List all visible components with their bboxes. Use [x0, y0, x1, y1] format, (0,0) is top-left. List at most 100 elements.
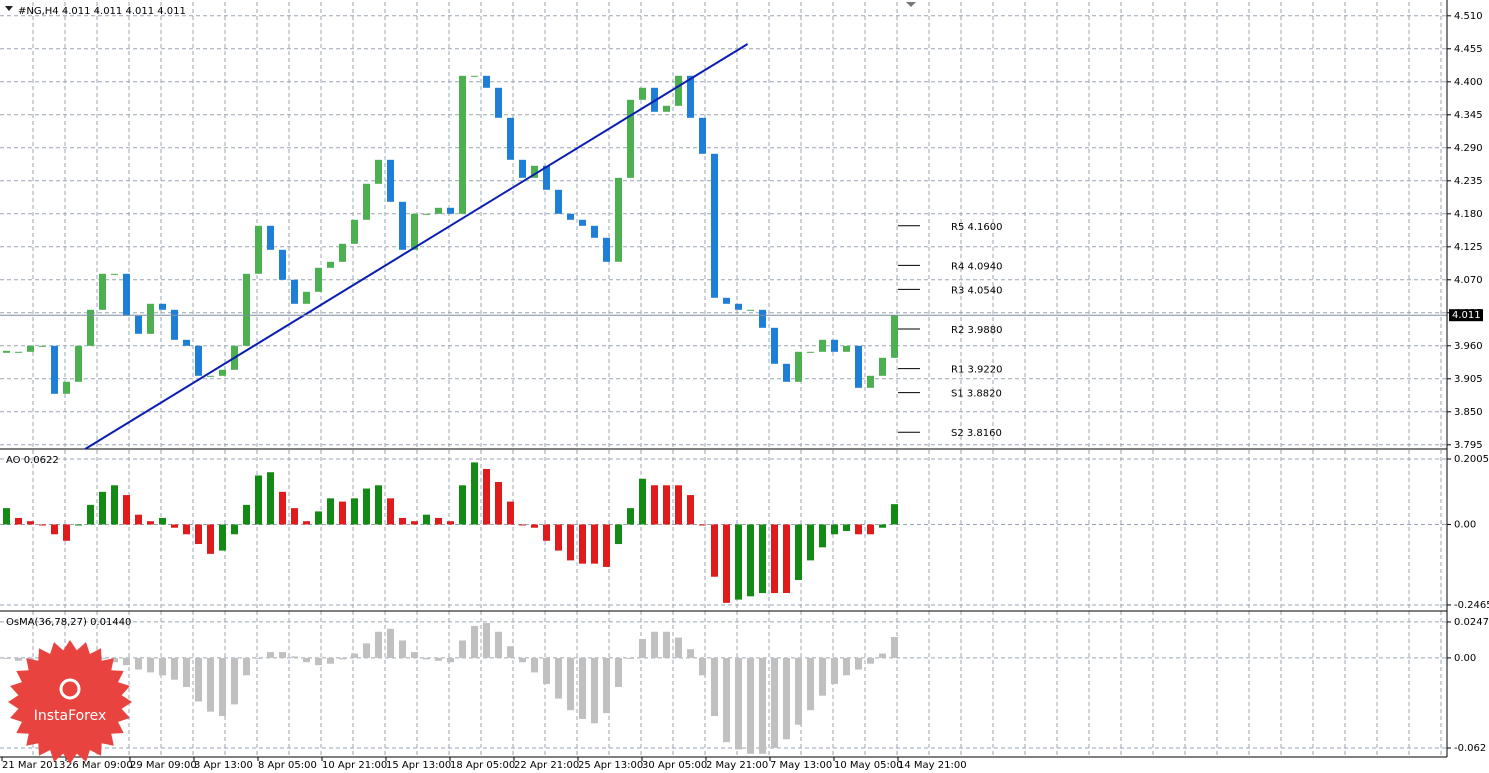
- histogram-bar: [231, 524, 238, 535]
- panel-title: #NG,H4 4.011 4.011 4.011 4.011: [18, 6, 186, 17]
- candle: [207, 375, 214, 377]
- histogram-bar: [375, 485, 382, 525]
- histogram-bar: [351, 498, 358, 525]
- pivot-label: S2 3.8160: [951, 428, 1002, 439]
- candle: [831, 339, 838, 352]
- histogram-bar: [147, 521, 154, 525]
- y-tick-label: 4.070: [1454, 275, 1483, 286]
- histogram-bar: [579, 657, 586, 719]
- histogram-bar: [855, 524, 862, 535]
- histogram-bar: [207, 657, 214, 712]
- y-tick-label: 4.125: [1454, 242, 1483, 253]
- histogram-bar: [3, 508, 10, 525]
- histogram-bar: [531, 524, 538, 528]
- histogram-bar: [591, 524, 598, 564]
- histogram-bar: [603, 657, 610, 714]
- histogram-bar: [531, 657, 538, 673]
- histogram-bar: [267, 472, 274, 525]
- histogram-bar: [3, 657, 10, 659]
- histogram-bar: [315, 511, 322, 525]
- candle: [663, 105, 670, 112]
- time-label: 14 May 21:00: [898, 760, 967, 771]
- histogram-bar: [519, 657, 526, 663]
- histogram-bar: [687, 649, 694, 658]
- histogram-bar: [783, 524, 790, 594]
- candle: [363, 183, 370, 220]
- histogram-bar: [819, 524, 826, 548]
- histogram-bar: [135, 514, 142, 525]
- histogram-bar: [543, 524, 550, 541]
- histogram-bar: [171, 524, 178, 528]
- time-label: 26 Mar 09:00: [66, 760, 133, 771]
- menu-arrow[interactable]: [5, 6, 13, 11]
- candle: [699, 117, 706, 154]
- candle: [711, 153, 718, 298]
- histogram-bar: [723, 657, 730, 743]
- histogram-bar: [87, 504, 94, 525]
- histogram-bar: [771, 524, 778, 594]
- candle: [819, 339, 826, 352]
- y-tick-label: 4.345: [1454, 110, 1483, 121]
- histogram-bar: [663, 485, 670, 525]
- histogram-bar: [783, 657, 790, 740]
- y-tick-label: 0.00: [1454, 653, 1476, 664]
- histogram-bar: [795, 657, 802, 725]
- histogram-bar: [759, 657, 766, 754]
- histogram-bar: [627, 508, 634, 525]
- histogram-bar: [867, 524, 874, 535]
- histogram-bar: [39, 524, 46, 526]
- candle: [459, 75, 466, 214]
- y-tick-label: -0.2465: [1454, 600, 1489, 611]
- histogram-bar: [51, 524, 58, 535]
- pivot-label: R2 3.9880: [951, 325, 1002, 336]
- histogram-bar: [639, 478, 646, 525]
- histogram-bar: [363, 488, 370, 525]
- trend-line: [84, 43, 749, 450]
- y-tick-label: 4.290: [1454, 143, 1483, 154]
- candle: [147, 303, 154, 334]
- histogram-bar: [747, 524, 754, 597]
- candle: [339, 243, 346, 262]
- histogram-bar: [495, 482, 502, 525]
- histogram-bar: [111, 485, 118, 525]
- histogram-bar: [759, 524, 766, 594]
- histogram-bar: [675, 485, 682, 525]
- histogram-bar: [435, 657, 442, 661]
- candle: [579, 219, 586, 226]
- histogram-bar: [411, 652, 418, 658]
- histogram-bar: [195, 657, 202, 702]
- price-box: [1449, 309, 1483, 322]
- histogram-bar: [291, 508, 298, 525]
- time-label: 30 Apr 05:00: [642, 760, 707, 771]
- histogram-bar: [843, 657, 850, 676]
- histogram-bar: [123, 495, 130, 525]
- histogram-bar: [891, 636, 898, 658]
- candle: [675, 75, 682, 106]
- histogram-bar: [315, 657, 322, 666]
- histogram-bar: [219, 524, 226, 551]
- histogram-bar: [399, 640, 406, 658]
- histogram-bar: [603, 524, 610, 567]
- candle: [159, 303, 166, 310]
- histogram-bar: [543, 657, 550, 685]
- logo-icon: [59, 678, 81, 700]
- candle: [795, 351, 802, 382]
- candle: [195, 345, 202, 376]
- histogram-bar: [591, 657, 598, 724]
- histogram-bar: [339, 501, 346, 525]
- histogram-bar: [15, 657, 22, 661]
- histogram-bar: [291, 656, 298, 658]
- histogram-bar: [879, 653, 886, 658]
- histogram-bar: [387, 498, 394, 525]
- histogram-bar: [411, 521, 418, 525]
- histogram-bar: [495, 631, 502, 658]
- candle: [171, 309, 178, 340]
- panel-title: OsMA(36,78,27) 0.01440: [6, 617, 131, 628]
- histogram-bar: [99, 657, 106, 659]
- histogram-bar: [447, 521, 454, 525]
- histogram-bar: [159, 657, 166, 676]
- histogram-bar: [447, 657, 454, 663]
- candle: [15, 351, 22, 353]
- histogram-bar: [615, 657, 622, 687]
- histogram-bar: [471, 625, 478, 658]
